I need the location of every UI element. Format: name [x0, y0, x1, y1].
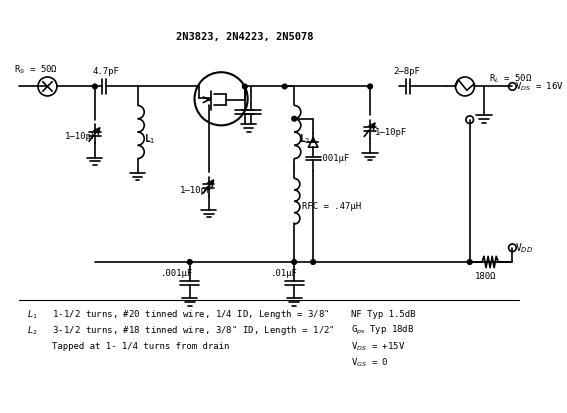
- Circle shape: [467, 260, 472, 264]
- Text: 1–10pF: 1–10pF: [180, 186, 213, 195]
- Circle shape: [311, 260, 315, 264]
- Text: R$_S$ = 50Ω: R$_S$ = 50Ω: [14, 63, 58, 76]
- Text: 2N3823, 2N4223, 2N5078: 2N3823, 2N4223, 2N5078: [176, 32, 313, 42]
- Text: V$_{DS}$ = 16V: V$_{DS}$ = 16V: [515, 80, 564, 93]
- Text: 180Ω: 180Ω: [475, 272, 496, 281]
- Circle shape: [188, 260, 192, 264]
- Circle shape: [243, 84, 247, 89]
- Text: NF Typ 1.5dB: NF Typ 1.5dB: [351, 310, 416, 319]
- Text: $L_2$   3-1/2 turns, #18 tinned wire, 3/8" ID, Length = 1/2": $L_2$ 3-1/2 turns, #18 tinned wire, 3/8"…: [27, 324, 335, 337]
- Text: RFC = .47μH: RFC = .47μH: [302, 202, 361, 211]
- Text: 2–8pF: 2–8pF: [394, 67, 421, 76]
- Text: .001μF: .001μF: [318, 154, 350, 163]
- Text: R$_L$ = 50Ω: R$_L$ = 50Ω: [489, 73, 532, 85]
- Text: L$_2$: L$_2$: [299, 132, 310, 145]
- Circle shape: [292, 116, 297, 121]
- Text: V$_{DS}$ = +15V: V$_{DS}$ = +15V: [351, 340, 405, 353]
- Text: 1–10pF: 1–10pF: [375, 128, 407, 137]
- Text: V$_{GS}$ = 0: V$_{GS}$ = 0: [351, 356, 389, 369]
- Text: 1–10pF: 1–10pF: [65, 132, 97, 141]
- Text: $L_1$   1-1/2 turns, #20 tinned wire, 1/4 ID, Length = 3/8": $L_1$ 1-1/2 turns, #20 tinned wire, 1/4 …: [27, 308, 329, 321]
- Text: 4.7pF: 4.7pF: [93, 67, 120, 76]
- Circle shape: [367, 84, 373, 89]
- Circle shape: [92, 84, 98, 89]
- Text: G$_{ps}$ Typ 18dB: G$_{ps}$ Typ 18dB: [351, 324, 414, 337]
- Text: .01μF: .01μF: [270, 269, 297, 278]
- Text: L$_1$: L$_1$: [144, 132, 156, 145]
- Text: V$_{DD}$: V$_{DD}$: [515, 241, 534, 255]
- Circle shape: [282, 84, 287, 89]
- Text: Tapped at 1- 1/4 turns from drain: Tapped at 1- 1/4 turns from drain: [52, 342, 230, 351]
- Circle shape: [292, 260, 297, 264]
- Text: .001μF: .001μF: [162, 269, 193, 278]
